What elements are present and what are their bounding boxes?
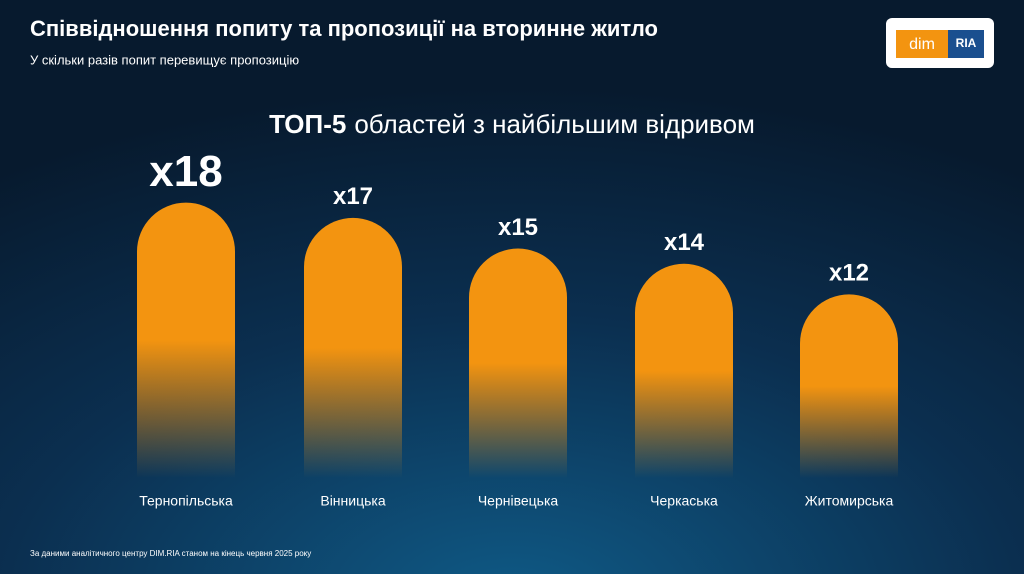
- bar: [304, 217, 402, 478]
- bar: [469, 248, 567, 478]
- logo: dim RIA: [886, 18, 994, 68]
- value-label: x15: [498, 214, 538, 241]
- bar: [137, 202, 235, 478]
- logo-left: dim: [909, 36, 935, 53]
- value-label: x14: [664, 229, 705, 256]
- category-label: Черкаська: [650, 493, 718, 509]
- value-label: x12: [829, 260, 869, 287]
- category-label: Тернопільська: [139, 493, 233, 509]
- category-label: Чернівецька: [478, 493, 559, 509]
- category-label: Вінницька: [320, 493, 385, 509]
- title: Співвідношення попиту та пропозиції на в…: [30, 16, 658, 41]
- category-label: Житомирська: [805, 493, 894, 509]
- subtitle: У скільки разів попит перевищує пропозиц…: [30, 52, 299, 67]
- bar: [635, 263, 733, 478]
- value-label: x18: [149, 147, 222, 196]
- chart-title: ТОП-5 областей з найбільшим відривом: [269, 109, 755, 139]
- bar: [800, 294, 898, 478]
- chart-title-bold: ТОП-5: [269, 109, 346, 139]
- chart-title-rest: областей з найбільшим відривом: [354, 109, 755, 139]
- logo-right: RIA: [956, 36, 977, 50]
- footnote: За даними аналітичного центру DIM.RIA ст…: [30, 549, 311, 558]
- logo-right-box: [948, 30, 984, 58]
- value-label: x17: [333, 183, 373, 210]
- logo-left-box: [896, 30, 948, 58]
